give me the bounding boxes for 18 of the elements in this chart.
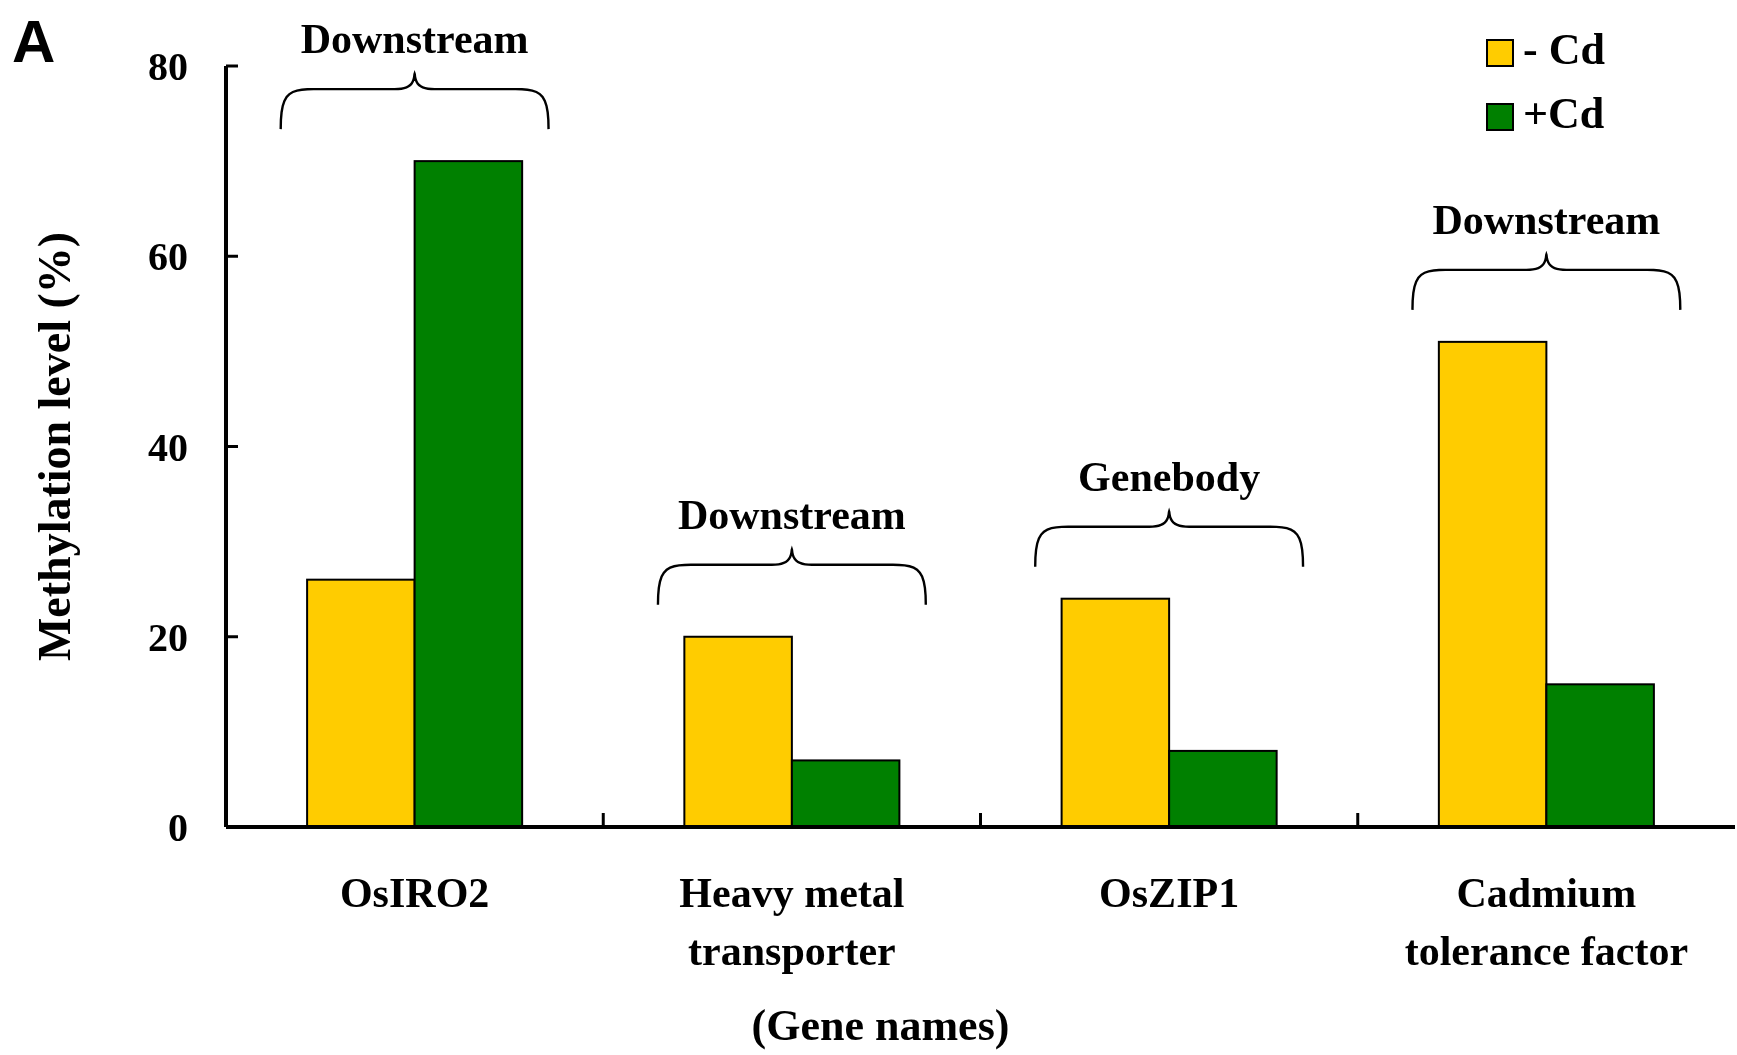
y-tick-label: 0 [168,805,188,850]
x-tick-label: OsIRO2 [339,870,490,916]
x-tick-label: OsZIP1 [1099,870,1240,916]
legend-label: - Cd [1523,25,1605,74]
annotation: Downstream [677,491,906,538]
text: Downstream [300,16,529,63]
annotation: Downstream [1432,196,1661,243]
y-axis-title: Methylation level (%) [29,231,80,662]
y-tick-label: 40 [148,424,188,470]
text: A [12,8,56,75]
x-tick-label: Heavy metal transporter [679,870,905,974]
y-tick-label: 60 [148,234,188,280]
x-tick-label: Cadmium tolerance factor [1404,870,1689,974]
legend-label: +Cd [1523,89,1605,138]
y-tick-label: 20 [148,614,188,660]
y-tick-label: 80 [148,44,188,89]
annotation: Genebody [1078,453,1261,500]
x-axis-title: (Gene names) [751,1001,1010,1050]
